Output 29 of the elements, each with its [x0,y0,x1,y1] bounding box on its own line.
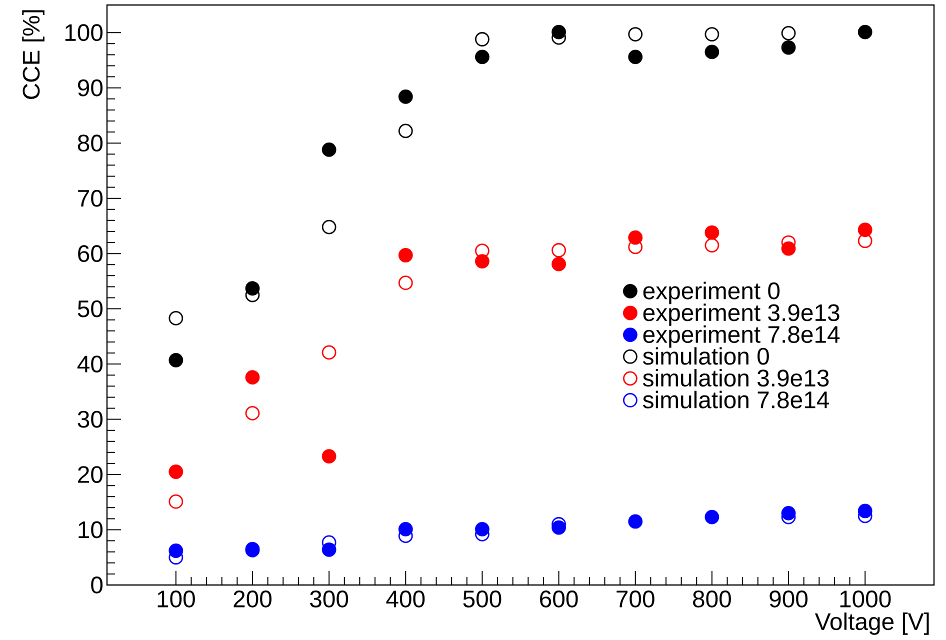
x-tick-label: 700 [616,590,654,608]
y-tick-label: 90 [78,79,103,96]
x-tick-label: 400 [386,590,425,608]
x-tick-label: 600 [540,590,578,608]
y-tick-label: 100 [65,24,103,42]
y-tick-label: 10 [78,521,103,538]
x-axis-title: Voltage [V] [814,612,929,635]
legend-label: experiment 0 [643,282,780,304]
y-tick-label: 30 [78,410,103,428]
x-tick-label: 1000 [840,590,891,608]
x-tick-label: 100 [158,590,195,608]
y-tick-label: 50 [78,300,103,318]
legend-label: simulation 0 [643,347,769,365]
x-tick-label: 900 [770,590,808,608]
y-tick-label: 60 [78,245,103,262]
x-tick-label: 200 [234,590,272,608]
y-tick-label: 40 [77,356,103,373]
legend-label: simulation 3.9e13 [643,369,829,387]
y-tick-label: 0 [91,576,103,594]
x-tick-label: 800 [693,590,731,608]
x-tick-label: 500 [463,590,502,608]
x-tick-label: 300 [310,590,348,608]
y-tick-label: 20 [78,466,103,483]
legend-label: experiment 3.9e13 [643,304,840,326]
y-axis-title: CCE [%] [22,10,44,99]
y-tick-label: 70 [78,190,103,207]
y-tick-label: 80 [78,134,103,152]
legend-label: experiment 7.8e14 [643,325,840,348]
legend-label: simulation 7.8e14 [643,390,829,408]
